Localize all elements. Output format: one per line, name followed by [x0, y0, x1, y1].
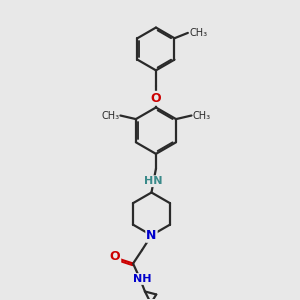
- Text: CH₃: CH₃: [193, 110, 211, 121]
- Text: HN: HN: [144, 176, 163, 186]
- Text: NH: NH: [133, 274, 151, 284]
- Text: O: O: [110, 250, 120, 263]
- Text: CH₃: CH₃: [189, 28, 208, 38]
- Text: N: N: [146, 229, 157, 242]
- Text: CH₃: CH₃: [101, 110, 119, 121]
- Text: O: O: [151, 92, 161, 105]
